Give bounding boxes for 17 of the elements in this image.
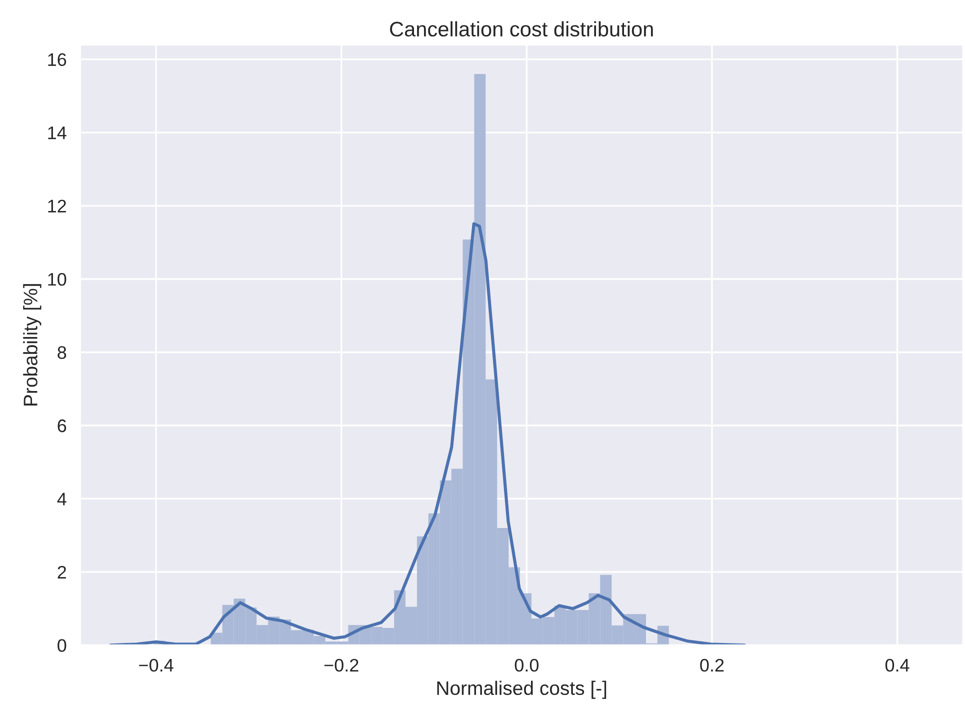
x-tick-label: 0.2 bbox=[700, 658, 724, 672]
y-tick-label: 0 bbox=[58, 639, 66, 652]
y-tick-label: 10 bbox=[48, 272, 66, 286]
y-tick-label: 2 bbox=[58, 566, 66, 578]
chart-title: Cancellation cost distribution bbox=[390, 21, 653, 37]
y-tick-label: 4 bbox=[57, 492, 66, 506]
x-tick-label: 0.4 bbox=[885, 658, 910, 672]
x-axis-title: Normalised costs [-] bbox=[437, 680, 606, 699]
x-tick-label: 0.0 bbox=[514, 658, 539, 672]
y-tick-label: 14 bbox=[48, 126, 66, 140]
x-tick-label: −0.4 bbox=[139, 658, 174, 672]
y-tick-label: 12 bbox=[48, 200, 66, 212]
y-axis-title: Probability [%] bbox=[23, 284, 42, 406]
y-tick-label: 8 bbox=[58, 346, 66, 359]
x-tick-label: −0.2 bbox=[324, 658, 358, 672]
y-tick-label: 16 bbox=[48, 53, 66, 66]
y-tick-label: 6 bbox=[58, 419, 66, 432]
